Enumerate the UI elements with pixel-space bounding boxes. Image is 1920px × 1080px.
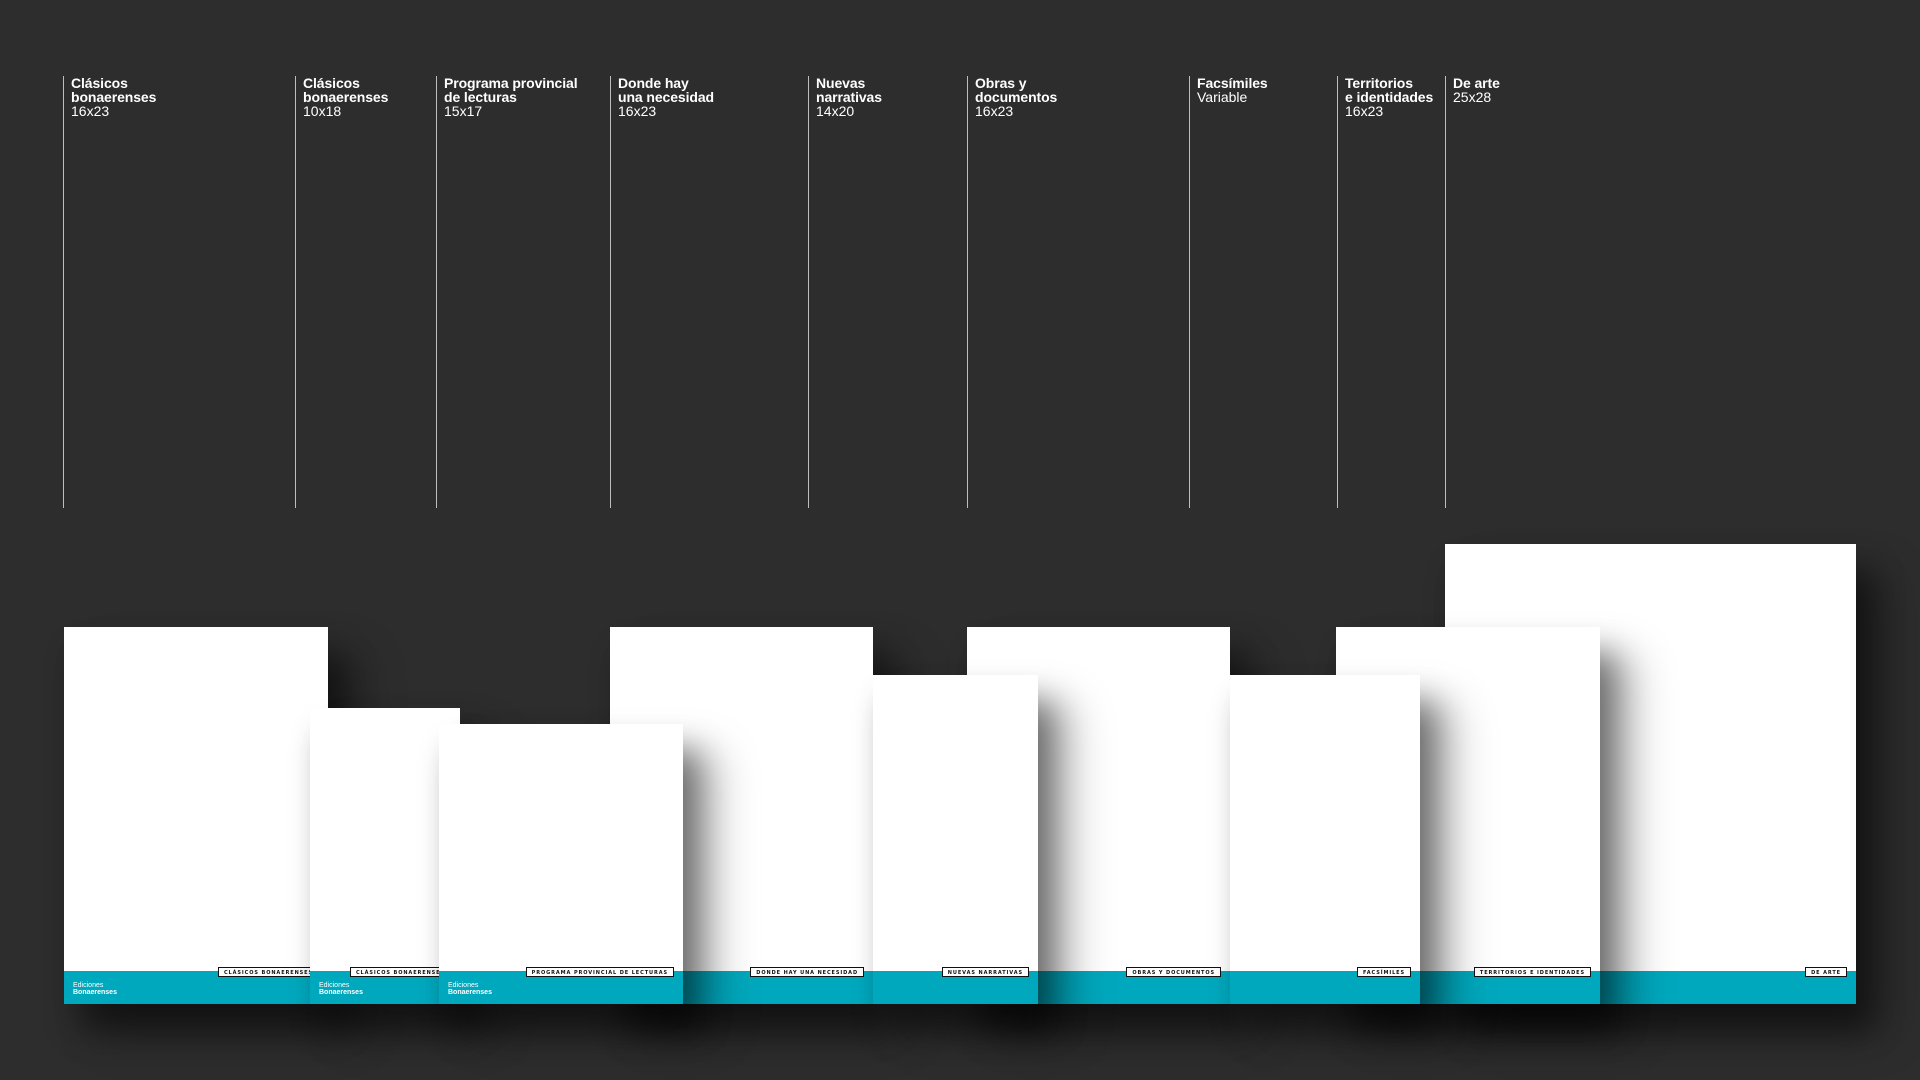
- collection-name: Nuevas narrativas: [816, 75, 882, 105]
- book-cover-facsimiles: FACSÍMILES: [1230, 675, 1420, 1004]
- collection-label-programa-provincial: Programa provincial de lecturas 15x17: [436, 75, 578, 508]
- collection-name: Facsímiles: [1197, 75, 1268, 91]
- collection-name: Territorios e identidades: [1345, 75, 1434, 105]
- book-cover-programa-provincial-15x17: PROGRAMA PROVINCIAL DE LECTURAS Edicione…: [439, 724, 683, 1004]
- collection-label-obras-y-documentos: Obras y documentos 16x23: [967, 76, 1057, 508]
- ediciones-bonaerenses-logo: Ediciones Bonaerenses: [319, 982, 363, 996]
- cover-collection-tag: CLÁSICOS BONAERENSES: [217, 967, 319, 977]
- collection-size: 15x17: [444, 103, 483, 119]
- book-cover-nuevas-narrativas-14x20: NUEVAS NARRATIVAS: [873, 675, 1038, 1004]
- collection-name: Clásicos bonaerenses: [71, 75, 157, 105]
- book-cover-clasicos-bonaerenses-10x18: CLÁSICOS BONAERENSES Ediciones Bonaerens…: [310, 708, 460, 1004]
- cover-collection-tag: NUEVAS NARRATIVAS: [941, 967, 1029, 977]
- collection-size: 16x23: [71, 103, 110, 119]
- collection-label-facsimiles: Facsímiles Variable: [1189, 76, 1268, 508]
- collection-name: Programa provincial de lecturas: [444, 75, 578, 105]
- cover-collection-tag: DONDE HAY UNA NECESIDAD: [750, 967, 864, 977]
- collection-size: 16x23: [975, 103, 1014, 119]
- book-cover-clasicos-bonaerenses-16x23: CLÁSICOS BONAERENSES Ediciones Bonaerens…: [64, 627, 328, 1004]
- collection-label-territorios-e-identidades: Territorios e identidades 16x23: [1337, 76, 1433, 508]
- collection-label-de-arte: De arte 25x28: [1445, 76, 1500, 508]
- cover-collection-tag: DE ARTE: [1805, 967, 1847, 977]
- cover-collection-tag: CLÁSICOS BONAERENSES: [349, 967, 451, 977]
- collection-name: Obras y documentos: [975, 75, 1058, 105]
- collection-label-nuevas-narrativas: Nuevas narrativas 14x20: [808, 76, 882, 508]
- collection-size: Variable: [1197, 89, 1248, 105]
- collection-size: 16x23: [618, 103, 657, 119]
- collection-label-clasicos-bonaerenses-10x18: Clásicos bonaerenses 10x18: [295, 76, 388, 508]
- collection-name: Clásicos bonaerenses: [303, 75, 389, 105]
- ediciones-bonaerenses-logo: Ediciones Bonaerenses: [448, 982, 492, 996]
- collection-name: De arte: [1453, 75, 1500, 91]
- cover-collection-tag: TERRITORIOS E IDENTIDADES: [1473, 967, 1591, 977]
- ediciones-bonaerenses-logo: Ediciones Bonaerenses: [73, 982, 117, 996]
- collection-size: 25x28: [1453, 89, 1492, 105]
- collection-label-clasicos-bonaerenses-16x23: Clásicos bonaerenses 16x23: [63, 76, 156, 508]
- cover-collection-tag: FACSÍMILES: [1357, 967, 1411, 977]
- collection-name: Donde hay una necesidad: [618, 75, 714, 105]
- cover-collection-tag: PROGRAMA PROVINCIAL DE LECTURAS: [525, 967, 674, 977]
- cover-collection-tag: OBRAS Y DOCUMENTOS: [1126, 967, 1221, 977]
- collection-label-donde-hay-una-necesidad: Donde hay una necesidad 16x23: [610, 76, 714, 508]
- collection-size: 16x23: [1345, 103, 1384, 119]
- collection-size: 14x20: [816, 103, 855, 119]
- collection-size: 10x18: [303, 103, 342, 119]
